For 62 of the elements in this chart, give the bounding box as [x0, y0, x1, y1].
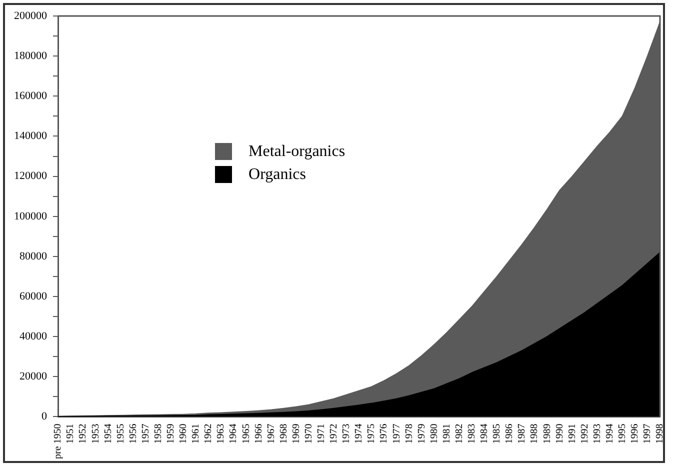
x-tick-label: 1977	[391, 424, 402, 444]
x-tick-label: 1992	[579, 424, 590, 444]
x-tick-label: 1960	[178, 424, 190, 444]
x-tick-label: 1987	[516, 424, 528, 444]
y-tick-label: 200000	[14, 10, 48, 22]
x-tick-label: 1986	[504, 424, 516, 444]
x-tick-label: 1963	[216, 424, 227, 444]
x-tick-label: 1991	[566, 424, 578, 444]
x-tick-label: 1995	[617, 424, 628, 444]
x-tick-label: 1951	[65, 424, 76, 444]
x-tick-label: 1966	[253, 424, 264, 444]
x-tick-label: 1983	[466, 424, 478, 444]
x-tick-label: 1990	[554, 424, 566, 444]
x-tick-label: 1973	[341, 424, 352, 444]
x-tick-label: 1957	[140, 424, 152, 444]
x-tick-label: 1988	[529, 424, 540, 444]
x-tick-label: pre 1950	[52, 424, 64, 460]
legend-label: Organics	[248, 165, 306, 186]
y-tick-label: 160000	[14, 90, 48, 102]
x-tick-label: 1993	[592, 424, 603, 444]
x-tick-label: 1954	[102, 424, 114, 444]
x-tick-label: 1984	[479, 424, 490, 444]
x-tick-label: 1975	[366, 424, 378, 444]
x-tick-label: 1956	[128, 424, 139, 444]
x-tick-label: 1953	[90, 424, 102, 444]
x-tick-label: 1955	[115, 424, 126, 444]
x-tick-label: 1982	[454, 424, 465, 444]
x-tick-label: 1974	[354, 424, 365, 444]
x-tick-label: 1967	[266, 424, 277, 444]
x-tick-label: 1996	[630, 424, 641, 444]
x-tick-label: 1979	[416, 424, 428, 444]
y-tick-label: 180000	[14, 50, 48, 62]
x-tick-label: 1978	[404, 424, 415, 444]
y-tick-label: 20000	[20, 370, 48, 383]
y-tick-label: 100000	[14, 210, 48, 222]
x-tick-label: 1969	[290, 424, 302, 444]
y-tick-label: 60000	[20, 290, 48, 302]
y-tick-label: 140000	[14, 130, 48, 142]
y-tick-label: 80000	[20, 250, 48, 262]
x-tick-label: 1962	[203, 424, 214, 444]
x-tick-label: 1989	[542, 424, 553, 444]
legend-label: Metal-organics	[248, 142, 346, 162]
x-tick-label: 1998	[654, 424, 666, 444]
x-tick-label: 1997	[642, 424, 654, 444]
x-tick-label: 1972	[328, 424, 340, 444]
x-tick-label: 1976	[378, 424, 390, 444]
x-tick-label: 1971	[316, 424, 327, 444]
x-tick-label: 1994	[604, 424, 616, 444]
x-tick-label: 1981	[441, 424, 452, 444]
x-tick-label: 1968	[278, 424, 290, 444]
x-tick-label: 1958	[152, 424, 164, 444]
x-tick-label: 1980	[428, 424, 440, 444]
x-tick-label: 1952	[78, 424, 89, 444]
x-tick-label: 1985	[492, 424, 503, 444]
x-tick-label: 1965	[240, 424, 252, 444]
x-tick-label: 1961	[190, 424, 202, 444]
y-tick-label: 120000	[14, 170, 48, 182]
y-tick-label: 40000	[20, 330, 48, 342]
x-tick-label: 1964	[228, 424, 240, 444]
y-tick-label: 0	[42, 410, 48, 423]
x-tick-label: 1959	[166, 424, 176, 444]
x-tick-label: 1970	[303, 424, 314, 444]
